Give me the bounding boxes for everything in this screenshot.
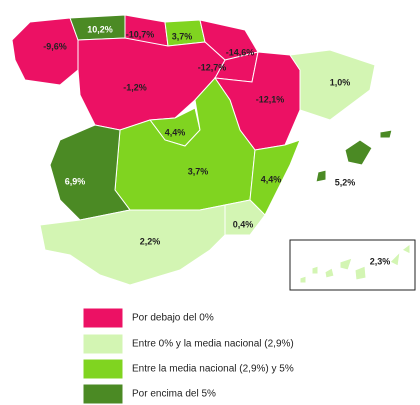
island <box>324 267 335 279</box>
island <box>339 257 353 271</box>
region-label: 5,2% <box>335 177 356 187</box>
menorca <box>379 129 393 139</box>
region-label: -9,6% <box>43 41 67 51</box>
legend-swatch <box>82 358 124 380</box>
region-labels: -9,6% -10,7% -14,6% -12,7% -1,2% -12,1% … <box>43 24 390 266</box>
island <box>311 265 319 275</box>
cataluna <box>289 49 376 121</box>
region-label: 2,3% <box>370 256 391 266</box>
castilla-leon <box>77 37 226 131</box>
region-label: 3,7% <box>188 166 209 176</box>
region-label: 2,2% <box>140 236 161 246</box>
island <box>299 275 307 284</box>
island <box>354 265 367 281</box>
legend-swatch <box>82 307 124 329</box>
legend-label: Entre 0% y la media nacional (2,9%) <box>132 339 294 350</box>
region-label: -14,6% <box>226 47 255 57</box>
region-label: 3,7% <box>172 31 193 41</box>
region-label: 4,4% <box>261 174 282 184</box>
region-label: 4,4% <box>165 127 186 137</box>
island <box>401 243 411 255</box>
legend-label: Por debajo del 0% <box>132 313 214 324</box>
ibiza <box>315 169 327 183</box>
legend-swatch <box>82 333 124 355</box>
region-label: 1,0% <box>330 77 351 87</box>
region-label: 6,9% <box>65 176 86 186</box>
mallorca <box>344 139 373 166</box>
region-label: -12,7% <box>198 62 227 72</box>
region-label: -10,7% <box>126 29 155 39</box>
region-label: -1,2% <box>123 82 147 92</box>
canarias <box>299 243 411 284</box>
andalucia <box>39 204 226 286</box>
legend: Por debajo del 0% Entre 0% y la media na… <box>82 307 294 405</box>
legend-label: Por encima del 5% <box>132 389 216 400</box>
regions <box>11 14 393 286</box>
region-label: 0,4% <box>233 219 254 229</box>
region-label: -12,1% <box>256 94 285 104</box>
legend-label: Entre la media nacional (2,9%) y 5% <box>132 364 294 375</box>
island <box>389 250 401 267</box>
region-label: 10,2% <box>87 24 113 34</box>
galicia <box>11 17 79 86</box>
canarias-box <box>289 239 416 291</box>
legend-swatch <box>82 383 124 405</box>
